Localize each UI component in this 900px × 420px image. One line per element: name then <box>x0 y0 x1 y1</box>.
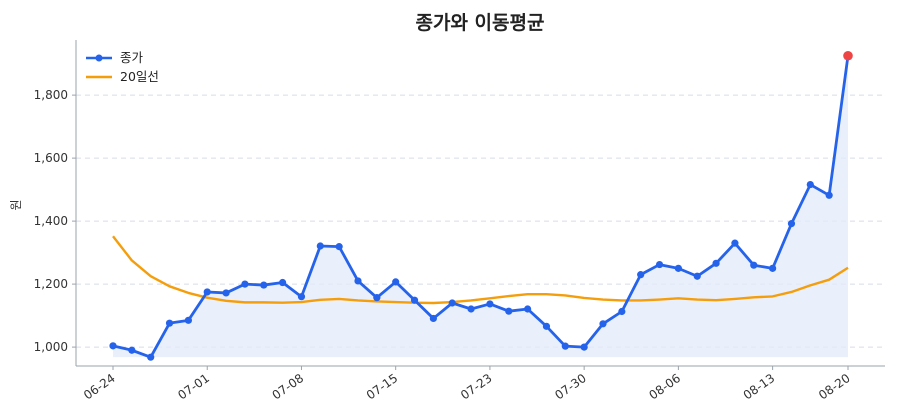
y-axis-label: 원 <box>9 199 23 210</box>
legend-item-close: 종가 <box>86 50 144 65</box>
close-point <box>165 319 174 327</box>
close-point <box>712 259 720 267</box>
legend-close-marker <box>95 54 103 62</box>
close-point <box>750 261 758 269</box>
close-point <box>222 289 230 297</box>
y-tick-label: 1,800 <box>34 88 68 102</box>
close-point <box>580 343 588 351</box>
close-point <box>260 281 268 289</box>
close-point <box>505 307 513 315</box>
x-tick-label: 08-06 <box>647 371 684 402</box>
x-tick-label: 07-23 <box>458 371 495 402</box>
close-point <box>561 342 569 350</box>
y-tick-label: 1,200 <box>34 277 68 291</box>
x-tick-label: 07-08 <box>270 371 307 402</box>
chart-title: 종가와 이동평균 <box>416 12 545 34</box>
close-point <box>109 342 117 350</box>
close-point <box>279 278 287 287</box>
x-tick-label: 07-30 <box>552 371 589 402</box>
close-point <box>599 320 607 328</box>
close-point <box>410 296 419 304</box>
close-point <box>693 272 701 280</box>
y-tick-label: 1,400 <box>34 214 68 228</box>
data-points <box>109 50 853 361</box>
close-area-fill <box>113 55 848 358</box>
legend-ma20-label: 20일선 <box>120 69 159 84</box>
x-tick-label: 08-13 <box>741 371 778 402</box>
axes <box>72 40 885 370</box>
close-point <box>731 239 739 247</box>
close-area <box>113 55 848 358</box>
x-tick-label: 07-15 <box>364 371 401 402</box>
y-tick-label: 1,600 <box>34 151 68 165</box>
close-point <box>184 316 192 324</box>
close-point <box>128 346 136 354</box>
x-tick-label: 08-20 <box>816 371 853 402</box>
close-point <box>655 260 664 269</box>
close-point <box>787 220 796 228</box>
legend: 종가 20일선 <box>80 46 170 88</box>
close-point <box>392 278 400 286</box>
legend-item-ma20: 20일선 <box>86 69 159 84</box>
legend-close-label: 종가 <box>120 50 144 65</box>
series-lines <box>112 55 850 359</box>
close-point <box>147 353 155 361</box>
close-point <box>637 271 645 279</box>
y-tick-label: 1,000 <box>34 340 68 354</box>
close-point <box>297 293 306 301</box>
ma20-line <box>112 235 849 305</box>
close-point <box>769 264 777 272</box>
close-point <box>542 322 551 330</box>
close-point <box>335 243 343 251</box>
legend-box <box>80 46 170 88</box>
close-point <box>354 277 362 285</box>
close-point <box>806 180 814 189</box>
close-point <box>486 300 494 308</box>
last-close-point <box>843 50 853 61</box>
close-point <box>316 242 324 250</box>
close-point <box>524 305 532 313</box>
x-tick-label: 06-24 <box>81 371 118 402</box>
close-line <box>112 55 850 359</box>
close-point <box>674 264 682 272</box>
x-tick-label: 07-01 <box>175 371 212 402</box>
close-point <box>467 305 475 313</box>
close-point <box>373 294 381 302</box>
close-point <box>618 307 626 316</box>
close-point <box>203 288 211 296</box>
close-point <box>825 191 833 199</box>
close-point <box>448 299 456 307</box>
close-point <box>241 280 249 288</box>
close-point <box>429 314 437 323</box>
